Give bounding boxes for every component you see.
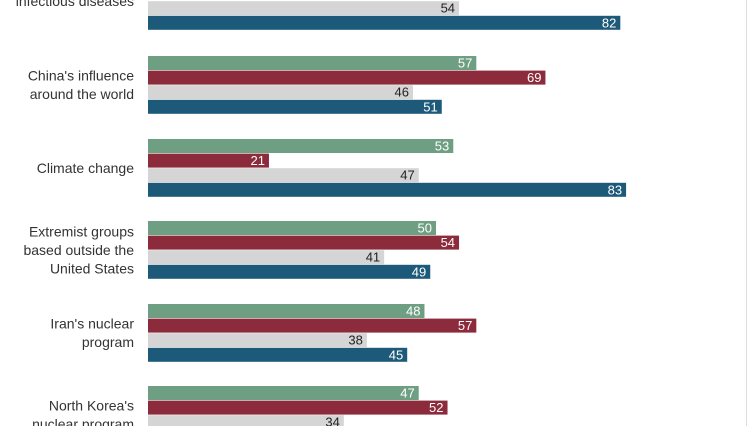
bar-2-series-4 <box>148 99 442 114</box>
data-label-1-series-3: 54 <box>441 1 455 16</box>
data-label-1-series-4: 82 <box>602 15 616 30</box>
category-label-line: China's influence <box>28 68 134 84</box>
value-labels: 54 82 57 69 46 51 53 21 47 83 50 54 41 49 48 57 38 45 47 52… <box>250 1 622 426</box>
bar-3-series-4 <box>148 182 627 197</box>
data-label-5-series-2: 57 <box>458 318 472 333</box>
data-label-6-series-2: 52 <box>429 400 443 415</box>
data-label-4-series-2: 54 <box>441 235 455 250</box>
bar-4-series-3 <box>148 250 385 265</box>
bar-3-series-3 <box>148 168 419 183</box>
category-label-3: Climate change <box>37 160 134 176</box>
data-label-3-series-2: 21 <box>250 153 264 168</box>
data-label-3-series-4: 83 <box>608 182 622 197</box>
data-label-5-series-1: 48 <box>406 304 420 319</box>
bar-2-series-2 <box>148 70 546 85</box>
category-label-5: Iran's nuclear program <box>50 316 134 351</box>
data-label-4-series-4: 49 <box>412 264 426 279</box>
category-label-line: North Korea's <box>49 398 134 414</box>
bar-5-series-2 <box>148 318 477 333</box>
category-label-6: North Korea's nuclear program <box>32 398 134 426</box>
category-label-line: Climate change <box>37 160 134 176</box>
bar-1-series-3 <box>148 1 460 16</box>
bar-2-series-1 <box>148 56 477 70</box>
category-label-1: infectious diseases <box>16 0 134 9</box>
data-label-2-series-2: 69 <box>527 70 541 85</box>
category-label-line: Extremist groups <box>29 223 134 239</box>
data-label-2-series-3: 46 <box>394 85 408 100</box>
category-label-4: Extremist groups based outside the United … <box>23 223 134 276</box>
category-label-line: based outside the <box>23 242 134 258</box>
data-label-2-series-1: 57 <box>458 56 472 71</box>
bar-4-series-4 <box>148 264 431 279</box>
bar-6-series-2 <box>148 400 448 415</box>
bar-6-series-3 <box>148 415 344 426</box>
category-label-line: program <box>82 334 134 350</box>
bar-3-series-1 <box>148 139 454 153</box>
category-label-2: China's influence around the world <box>28 68 134 103</box>
data-label-3-series-3: 47 <box>400 168 414 183</box>
data-label-5-series-4: 45 <box>389 347 403 362</box>
bar-5-series-1 <box>148 304 425 318</box>
bar-5-series-3 <box>148 333 367 348</box>
bars <box>148 1 627 426</box>
bar-4-series-1 <box>148 221 436 235</box>
category-label-line: infectious diseases <box>16 0 134 9</box>
data-label-2-series-4: 51 <box>423 99 437 114</box>
bar-6-series-1 <box>148 386 419 400</box>
category-label-line: nuclear program <box>32 416 134 426</box>
category-label-line: United States <box>50 260 134 276</box>
data-label-6-series-1: 47 <box>400 386 414 401</box>
data-label-4-series-1: 50 <box>418 221 432 236</box>
bar-1-series-4 <box>148 15 621 30</box>
data-label-4-series-3: 41 <box>366 250 380 265</box>
category-label-line: around the world <box>30 86 134 102</box>
bar-4-series-2 <box>148 235 460 250</box>
data-label-6-series-3: 34 <box>325 415 339 426</box>
category-label-line: Iran's nuclear <box>50 316 134 332</box>
category-labels: infectious diseases China's influence arou… <box>16 0 135 426</box>
data-label-3-series-1: 53 <box>435 139 449 154</box>
data-label-5-series-3: 38 <box>348 333 362 348</box>
bar-5-series-4 <box>148 347 408 362</box>
bar-3-series-2 <box>148 153 269 168</box>
bar-2-series-3 <box>148 85 413 100</box>
